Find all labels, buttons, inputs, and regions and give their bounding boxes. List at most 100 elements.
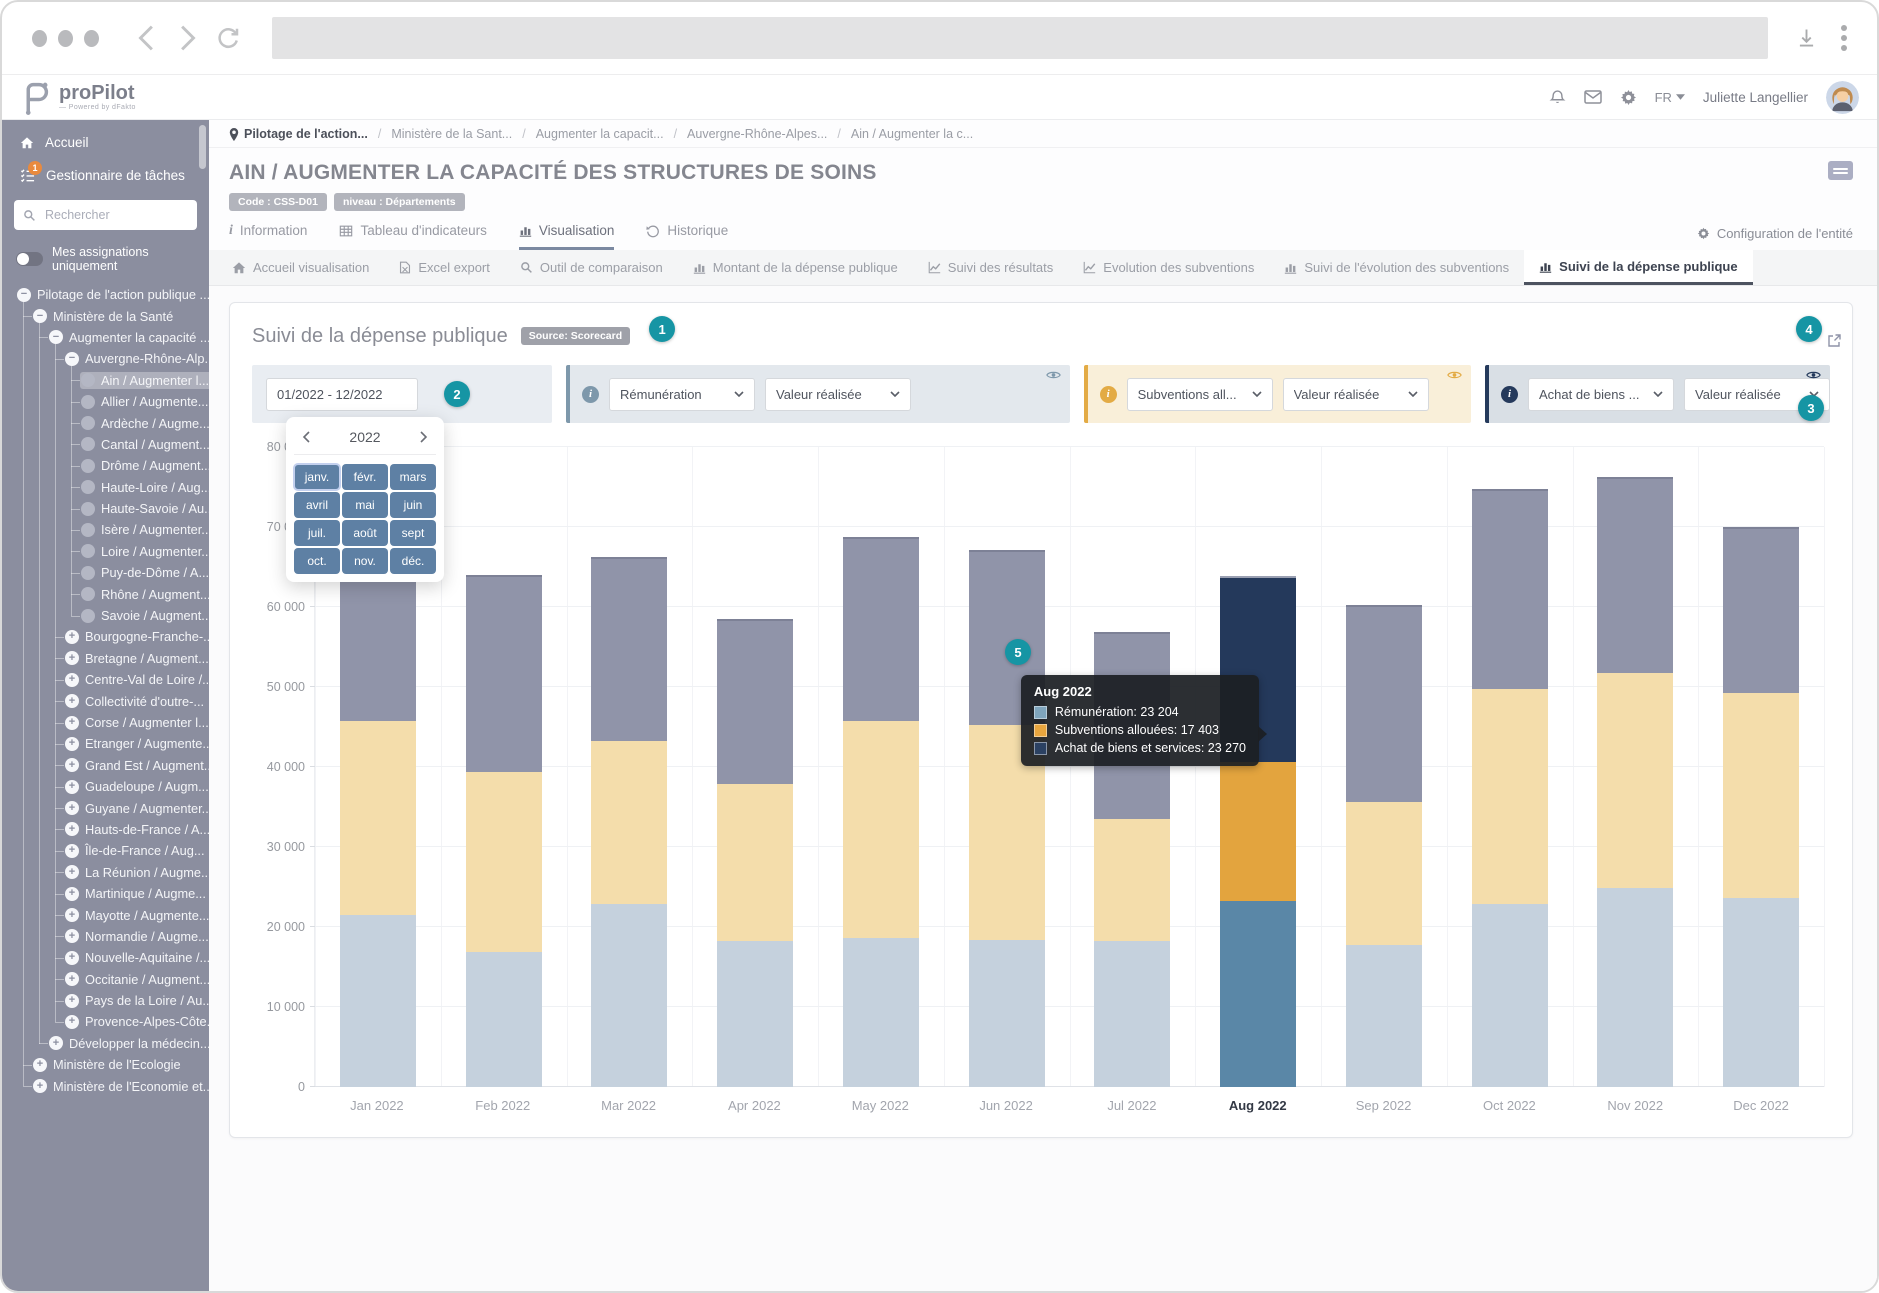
language-selector[interactable]: FR <box>1655 90 1685 105</box>
bar-segment-subventions-allou-es[interactable] <box>1094 819 1171 941</box>
tree-toggle-plus-icon[interactable]: + <box>65 715 79 730</box>
window-control-dot[interactable] <box>58 29 73 47</box>
tree-item[interactable]: + La Réunion / Augme... <box>2 862 209 883</box>
tree-toggle-minus-icon[interactable]: − <box>49 330 63 345</box>
tree-item[interactable]: Puy-de-Dôme / A... <box>2 562 209 583</box>
bar-segment-r-mun-ration[interactable] <box>591 903 668 1087</box>
bar-segment-subventions-allou-es[interactable] <box>1471 688 1548 904</box>
tree-item[interactable]: Ardèche / Augme... <box>2 412 209 433</box>
bar-segment-achat-de-biens-et-services[interactable] <box>1723 527 1800 694</box>
tree-toggle-plus-icon[interactable]: + <box>65 908 79 923</box>
bar-segment-r-mun-ration[interactable] <box>1345 944 1422 1087</box>
tree-item[interactable]: − Ministère de la Santé <box>2 305 209 326</box>
eye-icon[interactable] <box>1045 370 1061 380</box>
tree-item[interactable]: − Auvergne-Rhône-Alp... <box>2 348 209 369</box>
bar-segment-achat-de-biens-et-services[interactable] <box>339 560 416 722</box>
sidebar-scrollbar[interactable] <box>199 125 206 169</box>
tree-toggle-plus-icon[interactable]: + <box>65 865 79 880</box>
tree-item[interactable]: + Corse / Augmenter l... <box>2 712 209 733</box>
bar-segment-subventions-allou-es[interactable] <box>842 721 919 939</box>
tree-toggle-plus-icon[interactable]: + <box>65 651 79 666</box>
breadcrumb-item[interactable]: Auvergne-Rhône-Alpes... <box>687 127 828 141</box>
user-name[interactable]: Juliette Langellier <box>1702 89 1808 105</box>
tree-item[interactable]: + Guyane / Augmenter... <box>2 797 209 818</box>
tree-toggle-minus-icon[interactable]: − <box>17 287 31 302</box>
calendar-month-juin[interactable]: juin <box>390 492 436 518</box>
browser-menu-icon[interactable] <box>1841 25 1847 51</box>
bar-segment-r-mun-ration[interactable] <box>842 938 919 1087</box>
bar-segment-subventions-allou-es[interactable] <box>1597 673 1674 888</box>
subtab-outil-de-comparaison[interactable]: Outil de comparaison <box>505 250 678 285</box>
assignments-toggle[interactable] <box>16 252 43 266</box>
tree-item[interactable]: + Ministère de l'Ecologie <box>2 1054 209 1075</box>
tree-toggle-plus-icon[interactable]: + <box>65 629 79 644</box>
tree-toggle-plus-icon[interactable]: + <box>65 736 79 751</box>
bar-segment-r-mun-ration[interactable] <box>1597 887 1674 1087</box>
breadcrumb-item[interactable]: Pilotage de l'action... <box>229 127 368 141</box>
tree-item[interactable]: Rhône / Augment... <box>2 583 209 604</box>
eye-icon[interactable] <box>1806 370 1821 380</box>
tree-item[interactable]: + Bourgogne-Franche-... <box>2 626 209 647</box>
subtab-montant-de-la-d-pense-publique[interactable]: Montant de la dépense publique <box>678 250 913 285</box>
bar-segment-subventions-allou-es[interactable] <box>465 771 542 952</box>
sidebar-item-accueil[interactable]: Accueil <box>2 126 209 159</box>
calendar-month-avril[interactable]: avril <box>294 492 340 518</box>
tree-item[interactable]: + Grand Est / Augment... <box>2 755 209 776</box>
tree-toggle-plus-icon[interactable]: + <box>65 801 79 816</box>
tree-item[interactable]: Haute-Savoie / Au... <box>2 498 209 519</box>
tree-item[interactable]: + Guadeloupe / Augm... <box>2 776 209 797</box>
tree-item[interactable]: + Nouvelle-Aquitaine /... <box>2 947 209 968</box>
tree-item[interactable]: Allier / Augmente... <box>2 391 209 412</box>
tree-item[interactable]: + Occitanie / Augment... <box>2 969 209 990</box>
bar-segment-r-mun-ration[interactable] <box>1220 901 1297 1087</box>
tree-item[interactable]: + Centre-Val de Loire /... <box>2 669 209 690</box>
tree-toggle-plus-icon[interactable]: + <box>65 929 79 944</box>
tab-information[interactable]: i Information <box>229 223 307 250</box>
avatar[interactable] <box>1826 80 1859 114</box>
date-range-input[interactable] <box>266 377 418 411</box>
tree-toggle-plus-icon[interactable]: + <box>65 672 79 687</box>
tree-item[interactable]: Cantal / Augment... <box>2 434 209 455</box>
bar-column-jun-2022[interactable] <box>944 447 1070 1087</box>
tree-item[interactable]: + Normandie / Augme... <box>2 926 209 947</box>
calendar-month-d-c[interactable]: déc. <box>390 548 436 574</box>
tree-toggle-plus-icon[interactable]: + <box>65 779 79 794</box>
bar-segment-subventions-allou-es[interactable] <box>1345 802 1422 945</box>
bar-segment-subventions-allou-es[interactable] <box>591 740 668 904</box>
tab-visualisation[interactable]: Visualisation <box>518 223 615 250</box>
tree-item[interactable]: Savoie / Augment... <box>2 605 209 626</box>
entity-config-button[interactable]: Configuration de l'entité <box>1697 226 1853 250</box>
calendar-month-sept[interactable]: sept <box>390 520 436 546</box>
calendar-month-ao-t[interactable]: août <box>342 520 388 546</box>
mail-icon[interactable] <box>1583 90 1602 104</box>
bar-segment-r-mun-ration[interactable] <box>717 940 794 1087</box>
value-type-select[interactable]: Valeur réalisée <box>1282 377 1429 411</box>
download-icon[interactable] <box>1798 28 1815 48</box>
tree-item[interactable]: + Pays de la Loire / Au... <box>2 990 209 1011</box>
search-input[interactable] <box>43 207 188 223</box>
bar-segment-achat-de-biens-et-services[interactable] <box>465 575 542 772</box>
bar-segment-achat-de-biens-et-services[interactable] <box>1597 476 1674 674</box>
calendar-month-janv[interactable]: janv. <box>293 463 341 491</box>
tree-item[interactable]: + Île-de-France / Aug... <box>2 840 209 861</box>
breadcrumb-item[interactable]: Ministère de la Sant... <box>391 127 513 141</box>
calendar-month-f-vr[interactable]: févr. <box>342 464 388 490</box>
tree-item[interactable]: Drôme / Augment... <box>2 455 209 476</box>
bar-segment-r-mun-ration[interactable] <box>1094 940 1171 1087</box>
calendar-month-mai[interactable]: mai <box>342 492 388 518</box>
eye-icon[interactable] <box>1447 370 1462 380</box>
bar-segment-achat-de-biens-et-services[interactable] <box>591 557 668 741</box>
tree-item[interactable]: + Bretagne / Augment... <box>2 648 209 669</box>
breadcrumb-item[interactable]: Ain / Augmenter la c... <box>850 127 974 141</box>
tree-toggle-plus-icon[interactable]: + <box>65 972 79 987</box>
bar-segment-subventions-allou-es[interactable] <box>339 721 416 915</box>
subtab-suivi-des-r-sultats[interactable]: Suivi des résultats <box>913 250 1069 285</box>
bar-column-apr-2022[interactable] <box>692 447 818 1087</box>
bar-column-dec-2022[interactable] <box>1698 447 1824 1087</box>
indicator-select[interactable]: Achat de biens ... <box>1528 377 1674 411</box>
forward-icon[interactable] <box>176 25 198 51</box>
tree-toggle-plus-icon[interactable]: + <box>33 1079 47 1094</box>
window-control-dot[interactable] <box>84 29 99 47</box>
subtab-evolution-des-subventions[interactable]: Evolution des subventions <box>1068 250 1269 285</box>
tab-tableau-d-indicateurs[interactable]: Tableau d'indicateurs <box>339 223 487 250</box>
